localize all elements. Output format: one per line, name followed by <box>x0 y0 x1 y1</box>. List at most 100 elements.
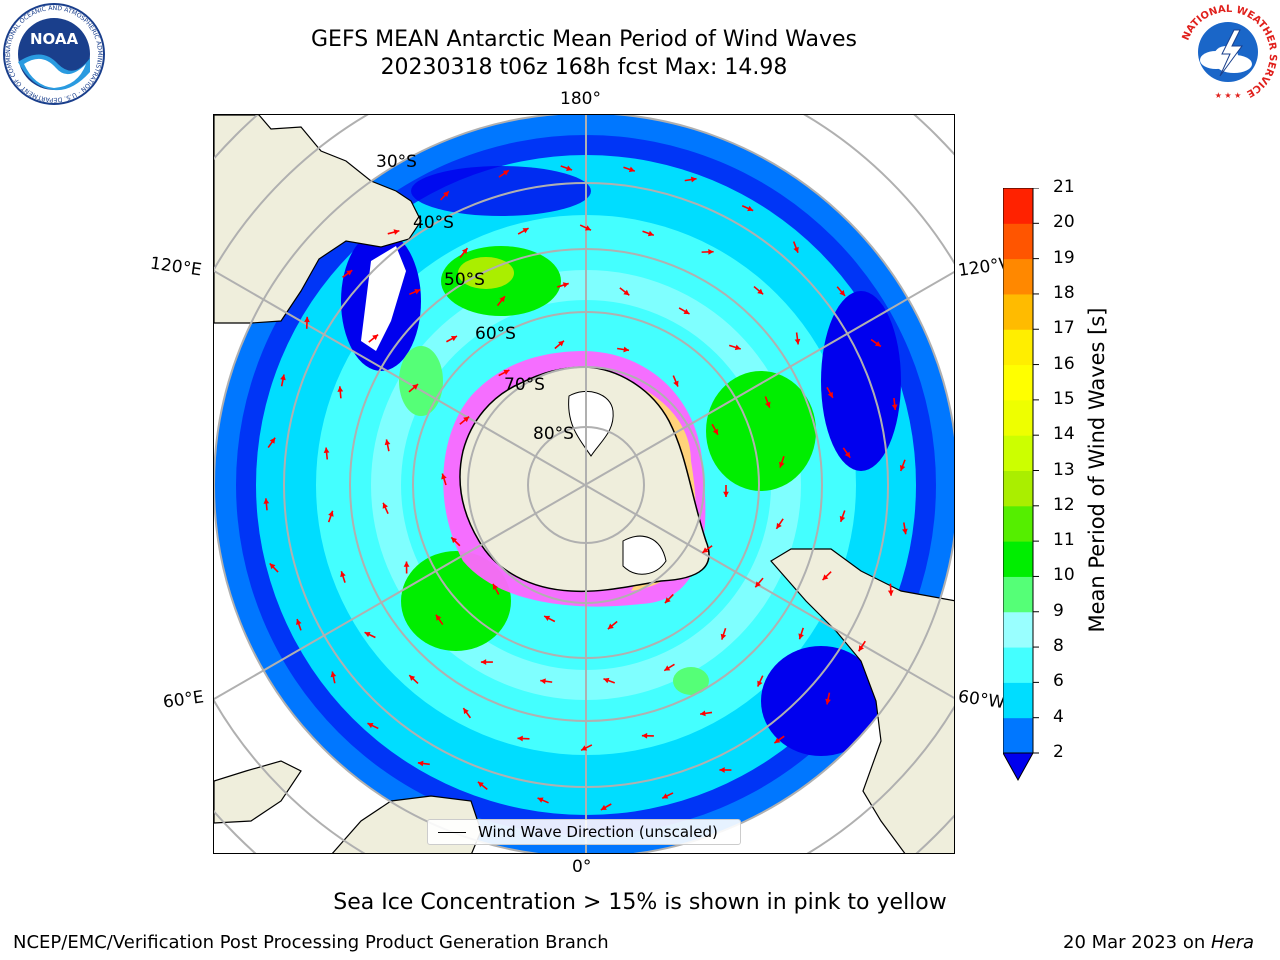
wave-direction-arrow-head <box>747 205 754 212</box>
lat-label-40s: 40°S <box>413 213 454 233</box>
map-legend: Wind Wave Direction (unscaled) <box>427 819 741 845</box>
wave-direction-arrow-head <box>874 341 881 347</box>
lon-label-120e: 120°E <box>148 253 203 281</box>
colorbar-tick-label: 18 <box>1053 282 1075 303</box>
wave-direction-arrow-head <box>776 522 782 529</box>
wave-direction-arrow-head <box>280 374 286 381</box>
wave-direction-arrow-head <box>719 767 725 773</box>
colorbar-segment <box>1003 647 1033 683</box>
wave-direction-arrow-head <box>720 633 727 640</box>
colorbar-segment <box>1003 576 1033 613</box>
colorbar-segment <box>1003 717 1033 754</box>
wave-direction-arrow-head <box>664 665 671 671</box>
wave-direction-arrow-head <box>522 228 529 234</box>
colorbar-tick-label: 15 <box>1053 388 1075 409</box>
colorbar-tick-label: 10 <box>1053 565 1075 586</box>
wave-direction-arrow-head <box>858 645 864 652</box>
colorbar-tick-label: 9 <box>1053 600 1064 621</box>
wave-direction-arrow-head <box>480 659 487 665</box>
wave-direction-arrow-head <box>499 296 505 303</box>
wave-direction-arrow-head <box>641 732 648 739</box>
wave-direction-arrow-head <box>683 308 690 314</box>
wave-direction-arrow-head <box>607 623 614 630</box>
wave-direction-arrow-head <box>492 583 499 590</box>
wave-direction-arrow-head <box>340 571 346 578</box>
lat-label-70s: 70°S <box>504 375 545 395</box>
wave-direction-arrow-head <box>450 336 457 342</box>
colorbar-segment <box>1003 611 1033 648</box>
wave-direction-arrow-head <box>779 461 785 468</box>
wave-direction-arrow-head <box>337 386 344 392</box>
wave-direction-arrow-head <box>558 340 564 347</box>
colorbar-segment <box>1003 470 1033 507</box>
lat-label-80s: 80°S <box>533 424 574 444</box>
colorbar-segment <box>1003 293 1033 330</box>
wave-direction-arrow-head <box>700 710 706 717</box>
wave-direction-arrow-head <box>269 563 276 570</box>
wave-direction-arrow-head <box>451 537 458 544</box>
wave-direction-arrow-head <box>734 344 741 351</box>
wave-direction-arrow-head <box>382 502 388 509</box>
wave-direction-arrow-head <box>702 547 709 553</box>
footer-date: 20 Mar 2023 on <box>1063 932 1211 953</box>
wave-direction-arrow-head <box>839 290 845 296</box>
wave-direction-arrow-head <box>664 597 671 604</box>
wave-direction-arrow-head <box>441 473 447 480</box>
wave-direction-arrow-head <box>822 574 829 581</box>
lat-label-30s: 30°S <box>376 152 417 172</box>
wave-direction-arrow-head <box>537 797 544 803</box>
colorbar-tick-label: 2 <box>1053 742 1064 762</box>
lon-label-180: 180° <box>560 89 601 109</box>
colorbar-tick-label: 21 <box>1053 177 1075 197</box>
svg-text:NOAA: NOAA <box>30 30 79 48</box>
colorbar-svg <box>1002 187 1039 782</box>
wave-direction-arrow-head <box>296 619 302 625</box>
wave-direction-arrow-head <box>435 614 442 621</box>
wave-direction-arrow-head <box>887 590 894 596</box>
colorbar-tick-label: 13 <box>1053 459 1075 480</box>
colorbar-tick-label: 11 <box>1053 530 1075 551</box>
wave-direction-arrow-head <box>662 793 669 799</box>
colorbar-tick-label: 6 <box>1053 671 1064 692</box>
wave-direction-arrow-head <box>798 633 804 640</box>
wave-direction-arrow-head <box>372 334 379 341</box>
wave-direction-arrow-head <box>269 437 276 444</box>
wave-direction-arrow-head <box>503 369 510 376</box>
ice-shelf <box>568 391 614 457</box>
footer-right: 20 Mar 2023 on Hera <box>1063 932 1254 953</box>
sea-ice-note: Sea Ice Concentration > 15% is shown in … <box>333 890 947 915</box>
colorbar-segment <box>1003 435 1033 471</box>
colorbar-tick-label: 19 <box>1053 247 1075 268</box>
colorbar-label: Mean Period of Wind Waves [s] <box>1085 307 1109 633</box>
polar-map-svg <box>214 115 954 853</box>
colorbar-segment <box>1003 364 1033 401</box>
lon-label-60w: 60°W <box>956 686 1007 714</box>
wave-direction-arrow-head <box>403 561 410 567</box>
colorbar-tick-label: 8 <box>1053 636 1064 657</box>
colorbar-tick-label: 14 <box>1053 424 1075 445</box>
wave-direction-arrow-head <box>690 176 697 183</box>
wave-direction-arrow-head <box>755 581 761 588</box>
colorbar-segment <box>1003 223 1033 260</box>
colorbar-tick-label: 20 <box>1053 212 1075 233</box>
footer-left: NCEP/EMC/Verification Post Processing Pr… <box>13 932 609 953</box>
wave-direction-arrow-head <box>463 708 469 715</box>
wave-direction-arrow-head <box>581 745 588 751</box>
noaa-logo: NATIONAL OCEANIC AND ATMOSPHERIC ADMINIS… <box>0 0 106 110</box>
lon-label-60e: 60°E <box>161 687 206 713</box>
wave-direction-arrow-head <box>647 230 654 237</box>
wave-direction-arrow-head <box>839 515 846 522</box>
graticule <box>214 115 954 853</box>
wave-direction-arrow-head <box>364 631 371 638</box>
wave-direction-arrow-head <box>585 225 592 231</box>
colorbar-tick-label: 17 <box>1053 318 1075 339</box>
colorbar-segment <box>1003 188 1033 224</box>
wave-direction-arrow-head <box>793 246 799 253</box>
wave-direction-arrow-head <box>902 528 908 535</box>
colorbar-segment <box>1003 682 1033 719</box>
colorbar-segment <box>1003 399 1033 436</box>
polar-map <box>213 114 955 854</box>
antarctica-land <box>459 366 710 593</box>
wave-direction-arrow-head <box>765 401 771 408</box>
wave-direction-arrow-head <box>367 722 374 729</box>
